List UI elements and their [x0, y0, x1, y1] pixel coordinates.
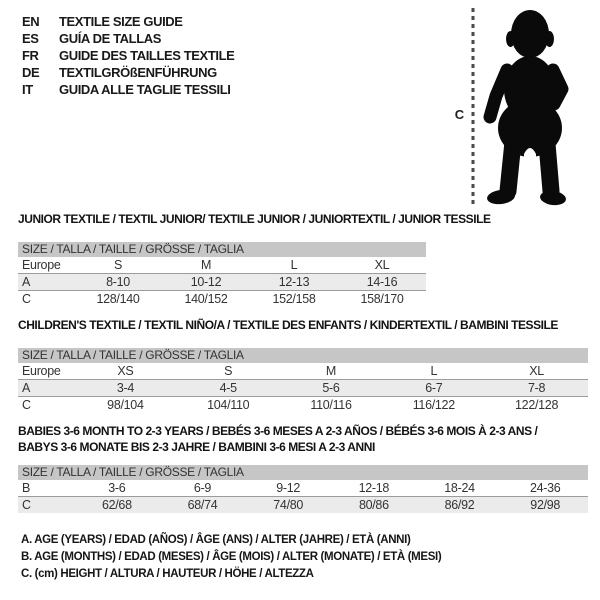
table-row: C 62/68 68/74 74/80 80/86 86/92 92/98 — [18, 497, 588, 513]
table-cell: 8-10 — [106, 275, 130, 289]
table-cell: 110/116 — [310, 398, 352, 412]
table-cell: 6-7 — [425, 381, 443, 395]
table-title: CHILDREN'S TEXTILE / TEXTIL NIÑO/A / TEX… — [18, 317, 588, 333]
table-cell: M — [325, 364, 337, 378]
language-row: IT GUIDA ALLE TAGLIE TESSILI — [22, 81, 234, 98]
table-cell: 5-6 — [322, 381, 340, 395]
size-header-bar: SIZE / TALLA / TAILLE / GRÖSSE / TAGLIA — [18, 465, 588, 480]
table-title-line: BABIES 3-6 MONTH TO 2-3 YEARS / BEBÉS 3-… — [18, 424, 538, 438]
height-marker-label: C — [454, 107, 465, 122]
table-cell: 122/128 — [515, 398, 559, 412]
legend-line: B. AGE (MONTHS) / EDAD (MESES) / ÂGE (MO… — [21, 551, 442, 563]
legend: A. AGE (YEARS) / EDAD (AÑOS) / ÂGE (ANS)… — [21, 532, 442, 583]
table-cell: 104/110 — [207, 398, 250, 412]
table-cell: 152/158 — [272, 292, 316, 306]
language-row: EN TEXTILE SIZE GUIDE — [22, 13, 234, 30]
table-cell: 128/140 — [96, 292, 140, 306]
language-row: ES GUÍA DE TALLAS — [22, 30, 234, 47]
table-cell: 3-6 — [108, 481, 126, 495]
babies-textile-table: BABIES 3-6 MONTH TO 2-3 YEARS / BEBÉS 3-… — [18, 423, 588, 513]
table-cell: 12-13 — [278, 275, 310, 289]
table-cell: 140/152 — [184, 292, 228, 306]
table-cell: 80/86 — [358, 498, 389, 512]
row-label: Europe — [22, 258, 61, 272]
table-cell: 4-5 — [219, 381, 237, 395]
table-cell: 9-12 — [276, 481, 301, 495]
table-cell: M — [200, 258, 212, 272]
baby-silhouette-icon — [483, 10, 569, 206]
table-title-line: JUNIOR TEXTILE / TEXTIL JUNIOR/ TEXTILE … — [18, 212, 491, 226]
table-cell: 18-24 — [444, 481, 475, 495]
childrens-textile-table: CHILDREN'S TEXTILE / TEXTIL NIÑO/A / TEX… — [18, 317, 588, 413]
row-label: A — [22, 381, 31, 395]
table-cell: 158/170 — [360, 292, 404, 306]
row-label: C — [22, 398, 31, 412]
table-cell: 74/80 — [273, 498, 304, 512]
table-cell: 62/68 — [101, 498, 132, 512]
language-label: GUIDA ALLE TAGLIE TESSILI — [59, 82, 231, 97]
table-row: Europe XS S M L XL — [18, 363, 588, 380]
language-label: TEXTILE SIZE GUIDE — [59, 14, 183, 29]
baby-figure — [471, 8, 569, 206]
table-cell: 92/98 — [530, 498, 561, 512]
table-title: BABIES 3-6 MONTH TO 2-3 YEARS / BEBÉS 3-… — [18, 423, 588, 455]
size-header-bar: SIZE / TALLA / TAILLE / GRÖSSE / TAGLIA — [18, 242, 426, 257]
table-row: A 8-10 10-12 12-13 14-16 — [18, 274, 426, 291]
table-cell: S — [224, 364, 233, 378]
table-cell: 7-8 — [528, 381, 546, 395]
language-label: TEXTILGRÖßENFÜHRUNG — [59, 65, 217, 80]
legend-line: A. AGE (YEARS) / EDAD (AÑOS) / ÂGE (ANS)… — [21, 534, 411, 546]
table-cell: 116/122 — [412, 398, 455, 412]
table-cell: 10-12 — [190, 275, 222, 289]
language-code: ES — [22, 31, 39, 46]
table-cell: 3-4 — [116, 381, 134, 395]
legend-line: C. (cm) HEIGHT / ALTURA / HAUTEUR / HÖHE… — [21, 568, 314, 580]
language-code: DE — [22, 65, 40, 80]
table-row: Europe S M L XL — [18, 257, 426, 274]
table-row: C 98/104 104/110 110/116 116/122 122/128 — [18, 397, 588, 413]
table-row: A 3-4 4-5 5-6 6-7 7-8 — [18, 380, 588, 397]
row-label: Europe — [22, 364, 61, 378]
row-label: C — [22, 498, 31, 512]
table-cell: 6-9 — [193, 481, 212, 495]
table-cell: 24-36 — [529, 481, 561, 495]
table-row: C 128/140 140/152 152/158 158/170 — [18, 291, 426, 307]
table-row: B 3-6 6-9 9-12 12-18 18-24 24-36 — [18, 480, 588, 497]
row-label: C — [22, 292, 31, 306]
table-cell: L — [290, 258, 298, 272]
table-cell: 14-16 — [366, 275, 398, 289]
row-label: B — [22, 481, 31, 495]
language-code: IT — [22, 82, 33, 97]
table-title-line: BABYS 3-6 MONATE BIS 2-3 JAHRE / BAMBINI… — [18, 440, 375, 454]
language-label: GUÍA DE TALLAS — [59, 31, 162, 46]
size-header-bar: SIZE / TALLA / TAILLE / GRÖSSE / TAGLIA — [18, 348, 588, 363]
language-code: FR — [22, 48, 39, 63]
table-cell: XS — [117, 364, 134, 378]
table-cell: 98/104 — [107, 398, 144, 412]
table-cell: 86/92 — [444, 498, 475, 512]
table-cell: 68/74 — [187, 498, 218, 512]
table-cell: 12-18 — [358, 481, 390, 495]
language-code: EN — [22, 14, 40, 29]
language-label: GUIDE DES TAILLES TEXTILE — [59, 48, 235, 63]
table-title-line: CHILDREN'S TEXTILE / TEXTIL NIÑO/A / TEX… — [18, 318, 558, 332]
table-cell: XL — [529, 364, 544, 378]
row-label: A — [22, 275, 31, 289]
table-cell: L — [430, 364, 438, 378]
junior-textile-table: JUNIOR TEXTILE / TEXTIL JUNIOR/ TEXTILE … — [18, 211, 491, 307]
table-cell: XL — [374, 258, 390, 272]
language-list: EN TEXTILE SIZE GUIDE ES GUÍA DE TALLAS FR GU… — [22, 13, 235, 98]
table-cell: S — [113, 258, 123, 272]
language-row: DE TEXTILGRÖßENFÜHRUNG — [22, 64, 234, 81]
language-row: FR GUIDE DES TAILLES TEXTILE — [22, 47, 235, 64]
table-title: JUNIOR TEXTILE / TEXTIL JUNIOR/ TEXTILE … — [18, 211, 491, 227]
